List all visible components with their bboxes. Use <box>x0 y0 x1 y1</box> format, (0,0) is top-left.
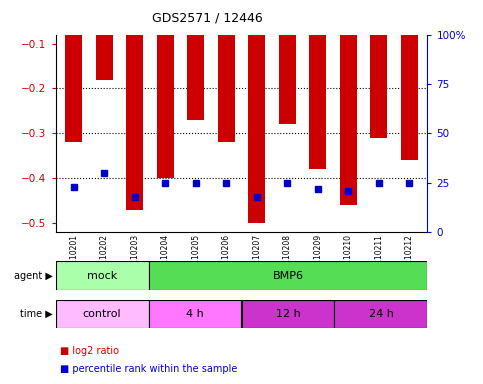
Bar <box>334 300 427 328</box>
Bar <box>56 261 149 290</box>
Text: 12 h: 12 h <box>276 309 300 319</box>
Bar <box>279 0 296 124</box>
Bar <box>187 0 204 120</box>
Bar <box>149 300 242 328</box>
Bar <box>149 261 427 290</box>
Bar <box>218 0 235 142</box>
Bar <box>309 0 326 169</box>
Text: 4 h: 4 h <box>186 309 204 319</box>
Bar <box>96 0 113 79</box>
Bar <box>127 0 143 210</box>
Bar <box>242 300 334 328</box>
Text: agent ▶: agent ▶ <box>14 270 53 281</box>
Text: mock: mock <box>87 270 117 281</box>
Text: ■ percentile rank within the sample: ■ percentile rank within the sample <box>60 364 238 374</box>
Bar <box>340 0 356 205</box>
Bar <box>56 300 149 328</box>
Text: GDS2571 / 12446: GDS2571 / 12446 <box>152 12 263 25</box>
Bar <box>66 0 82 142</box>
Text: time ▶: time ▶ <box>20 309 53 319</box>
Text: ■ log2 ratio: ■ log2 ratio <box>60 346 119 356</box>
Bar <box>157 0 174 179</box>
Bar <box>248 0 265 223</box>
Bar <box>401 0 417 161</box>
Text: control: control <box>83 309 121 319</box>
Text: 24 h: 24 h <box>369 309 394 319</box>
Bar <box>370 0 387 138</box>
Text: BMP6: BMP6 <box>272 270 303 281</box>
